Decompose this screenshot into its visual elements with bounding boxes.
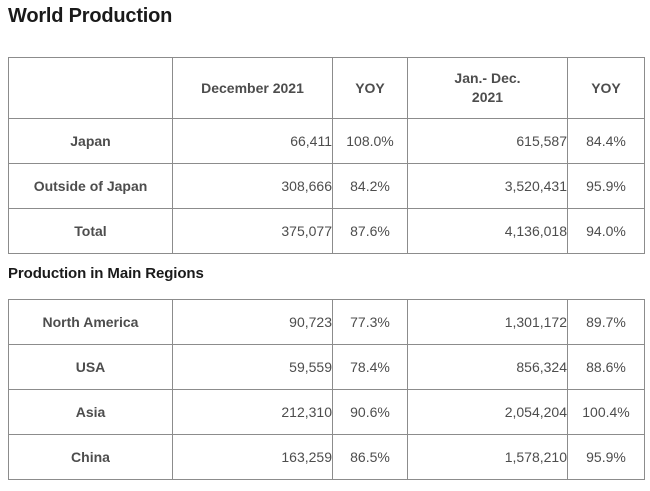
header-jan-dec-2021: Jan.- Dec. 2021: [407, 57, 568, 119]
value-jan-dec-2021: 1,578,210: [407, 434, 568, 480]
value-yoy-month: 108.0%: [332, 118, 408, 164]
header-yoy-year: YOY: [567, 57, 645, 119]
value-yoy-month: 87.6%: [332, 208, 408, 254]
row-label: North America: [8, 299, 173, 345]
value-yoy-month: 86.5%: [332, 434, 408, 480]
value-yoy-year: 88.6%: [567, 344, 645, 390]
section-title-main-regions: Production in Main Regions: [8, 265, 204, 282]
value-yoy-month: 90.6%: [332, 389, 408, 435]
value-dec-2021: 59,559: [172, 344, 333, 390]
table-row-north-america: North America 90,723 77.3% 1,301,172 89.…: [8, 299, 645, 345]
value-dec-2021: 66,411: [172, 118, 333, 164]
value-yoy-month: 84.2%: [332, 163, 408, 209]
value-jan-dec-2021: 1,301,172: [407, 299, 568, 345]
value-dec-2021: 90,723: [172, 299, 333, 345]
value-dec-2021: 308,666: [172, 163, 333, 209]
value-dec-2021: 163,259: [172, 434, 333, 480]
row-label: USA: [8, 344, 173, 390]
table-row-outside-of-japan: Outside of Japan 308,666 84.2% 3,520,431…: [8, 163, 645, 209]
main-regions-table: North America 90,723 77.3% 1,301,172 89.…: [8, 299, 645, 480]
value-yoy-year: 95.9%: [567, 163, 645, 209]
table-header-row: December 2021 YOY Jan.- Dec. 2021 YOY: [8, 57, 645, 119]
table-row-china: China 163,259 86.5% 1,578,210 95.9%: [8, 434, 645, 480]
value-jan-dec-2021: 3,520,431: [407, 163, 568, 209]
value-dec-2021: 212,310: [172, 389, 333, 435]
header-yoy-month: YOY: [332, 57, 408, 119]
row-label: Japan: [8, 118, 173, 164]
value-yoy-year: 100.4%: [567, 389, 645, 435]
header-row-label: [8, 57, 173, 119]
value-jan-dec-2021: 615,587: [407, 118, 568, 164]
row-label: Asia: [8, 389, 173, 435]
table-row-usa: USA 59,559 78.4% 856,324 88.6%: [8, 344, 645, 390]
table-row-japan: Japan 66,411 108.0% 615,587 84.4%: [8, 118, 645, 164]
header-december-2021: December 2021: [172, 57, 333, 119]
world-production-table: December 2021 YOY Jan.- Dec. 2021 YOY Ja…: [8, 57, 645, 254]
row-label: China: [8, 434, 173, 480]
header-jan-dec-2021-text: Jan.- Dec. 2021: [454, 70, 521, 105]
value-jan-dec-2021: 2,054,204: [407, 389, 568, 435]
value-yoy-year: 89.7%: [567, 299, 645, 345]
row-label: Outside of Japan: [8, 163, 173, 209]
value-yoy-month: 78.4%: [332, 344, 408, 390]
value-dec-2021: 375,077: [172, 208, 333, 254]
value-yoy-year: 95.9%: [567, 434, 645, 480]
value-yoy-year: 84.4%: [567, 118, 645, 164]
value-jan-dec-2021: 856,324: [407, 344, 568, 390]
table-row-asia: Asia 212,310 90.6% 2,054,204 100.4%: [8, 389, 645, 435]
value-jan-dec-2021: 4,136,018: [407, 208, 568, 254]
table-row-total: Total 375,077 87.6% 4,136,018 94.0%: [8, 208, 645, 254]
value-yoy-month: 77.3%: [332, 299, 408, 345]
value-yoy-year: 94.0%: [567, 208, 645, 254]
row-label: Total: [8, 208, 173, 254]
page-title: World Production: [8, 5, 173, 27]
